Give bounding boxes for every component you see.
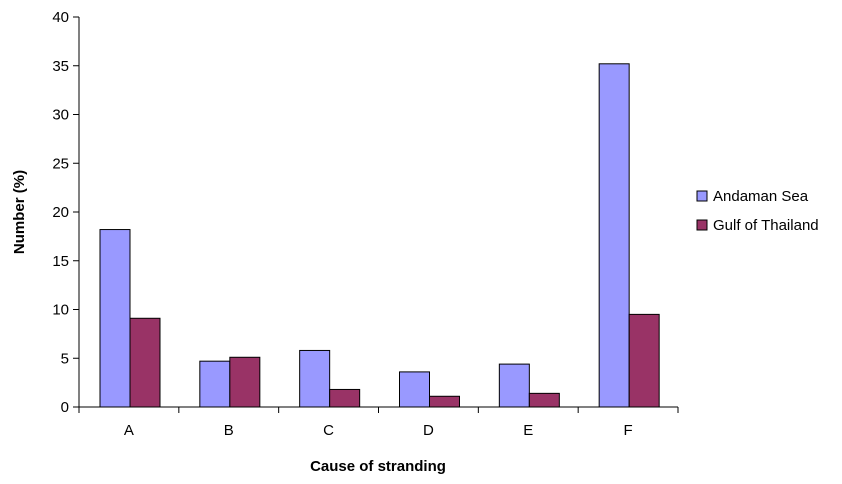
- legend-label-andaman: Andaman Sea: [713, 188, 809, 205]
- bar-andaman-d: [399, 371, 430, 408]
- x-tick-label-f: F: [623, 422, 632, 439]
- y-tick-label: 5: [61, 350, 69, 367]
- bar-gulf-a: [129, 317, 161, 408]
- y-tick-label: 40: [52, 9, 69, 26]
- bar-andaman-e: [498, 363, 530, 408]
- bar-andaman-a: [99, 229, 131, 408]
- y-tick-label: 15: [52, 253, 69, 270]
- bar-gulf-f: [628, 313, 660, 408]
- y-tick-label: 20: [52, 204, 69, 221]
- legend-swatch-gulf: [696, 219, 708, 231]
- bar-gulf-d: [429, 395, 460, 408]
- y-tick-label: 10: [52, 302, 69, 319]
- bar-andaman-c: [299, 349, 331, 408]
- bar-gulf-c: [329, 388, 361, 408]
- bar-gulf-b: [229, 356, 261, 408]
- x-tick-label-b: B: [224, 422, 234, 439]
- y-tick-label: 35: [52, 58, 69, 75]
- y-tick-label: 30: [52, 107, 69, 124]
- x-tick-label-c: C: [323, 422, 334, 439]
- bar-andaman-b: [199, 360, 231, 408]
- x-tick-label-d: D: [423, 422, 434, 439]
- bars-layer: [99, 63, 660, 408]
- bar-andaman-f: [598, 63, 630, 408]
- legend-label-gulf: Gulf of Thailand: [713, 217, 819, 234]
- legend: Andaman Sea Gulf of Thailand: [696, 188, 819, 234]
- y-tick-label: 0: [61, 399, 69, 416]
- x-tick-label-e: E: [523, 422, 533, 439]
- axes-layer: 0 5 10 15 20 25 30 35 40 A B C D E F: [52, 9, 679, 439]
- bar-gulf-e: [528, 392, 560, 408]
- x-tick-label-a: A: [124, 422, 134, 439]
- y-axis-title: Number (%): [11, 170, 28, 254]
- x-axis-title: Cause of stranding: [310, 458, 446, 475]
- y-tick-label: 25: [52, 155, 69, 172]
- legend-swatch-andaman: [696, 190, 708, 202]
